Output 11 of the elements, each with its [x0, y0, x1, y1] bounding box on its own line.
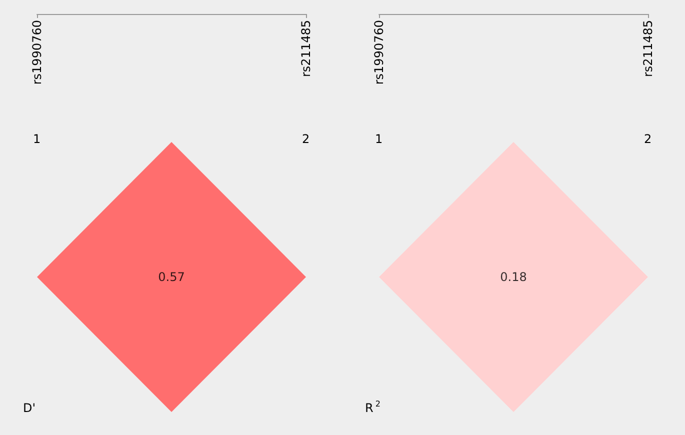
data-label: 0.18 — [500, 270, 527, 284]
text: rs1990760 — [372, 20, 386, 85]
text: 1 — [375, 132, 383, 146]
text: D' — [23, 401, 36, 415]
text: rs211485 — [641, 20, 655, 77]
text: rs211485 — [299, 20, 313, 77]
text: rs1990760 — [30, 20, 44, 85]
data-label: 0.57 — [158, 270, 185, 284]
text: 1 — [33, 132, 41, 146]
text: 2 — [302, 132, 310, 146]
text: 2 — [644, 132, 652, 146]
